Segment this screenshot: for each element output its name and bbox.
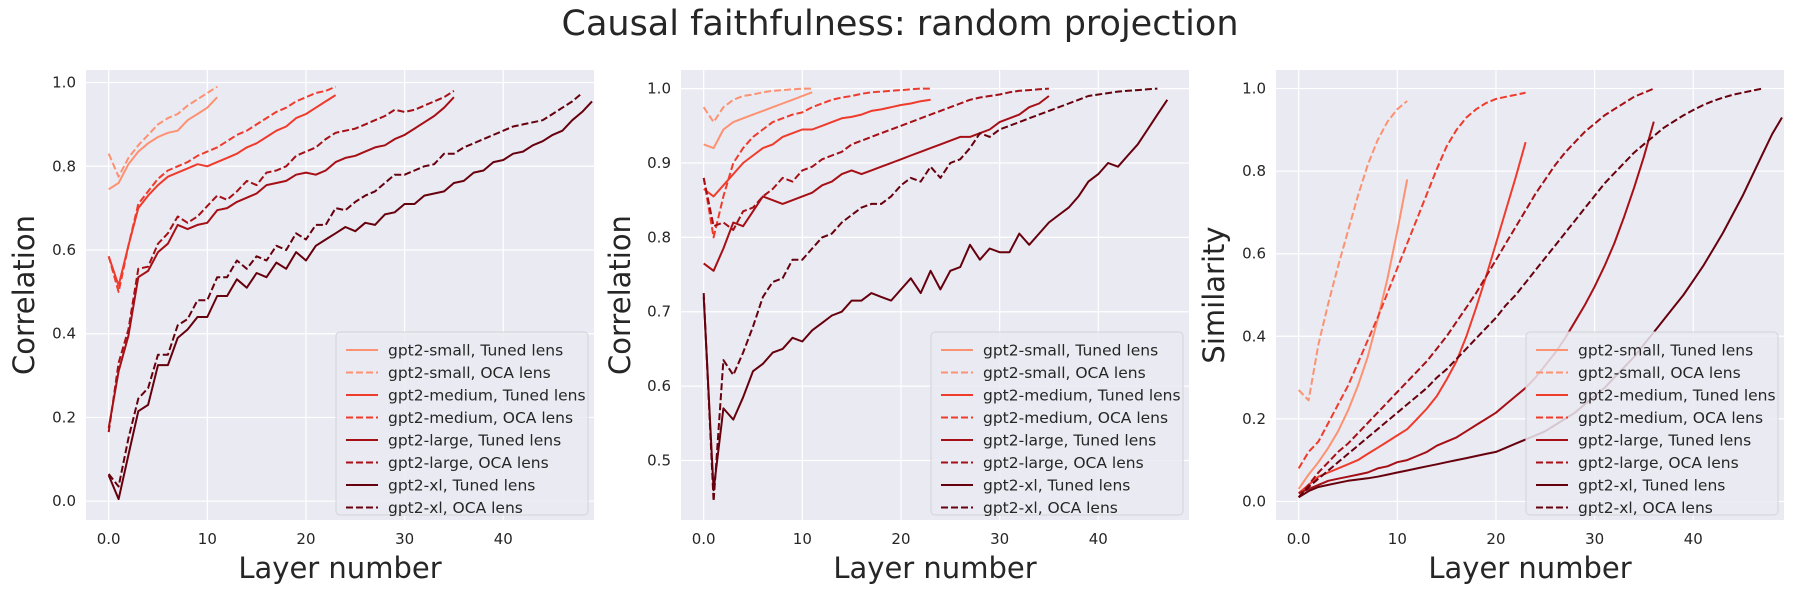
y-axis-label: Correlation [7,215,41,375]
chart-panel-2: 0.0 10 20 30 40 0.5 0.6 0.7 0.8 0.9 1.0 Layer numbe… [603,70,1189,585]
series-line-gpt2-large-tuned [107,96,455,429]
x-tick-label: 20 [296,530,315,548]
legend-label: gpt2-medium, Tuned lens [983,387,1181,405]
y-tick-label: 0.6 [647,377,671,395]
chart-panel-3: 0.0 10 20 30 40 0.0 0.2 0.4 0.6 0.8 1.0 Layer numbe… [1197,70,1784,585]
legend-label: gpt2-large, OCA lens [983,454,1144,472]
y-tick-label: 0.8 [52,157,76,175]
series-line-gpt2-xl-tuned [702,99,1169,492]
legend-label: gpt2-medium, Tuned lens [1578,387,1776,405]
legend-label: gpt2-medium, OCA lens [983,409,1168,427]
series-line-gpt2-medium-tuned [107,94,337,287]
chart-panel-1: 0.0 10 20 30 40 0.0 0.2 0.4 0.6 0.8 1.0 Layer numbe… [7,70,594,585]
x-tick-label: 40 [494,530,513,548]
series-line-gpt2-small-tuned [703,91,813,150]
legend-box [930,331,1184,516]
legend-label: gpt2-small, Tuned lens [1578,342,1753,360]
y-tick-label: 0.9 [647,154,671,172]
series-line-gpt2-large-oca [107,90,455,433]
x-tick-label: 30 [990,530,1009,548]
y-tick-label: 0.0 [1242,492,1266,510]
y-tick-label: 0.5 [647,451,671,469]
x-axis-label: Layer number [833,551,1036,585]
legend-label: gpt2-large, Tuned lens [1578,432,1751,450]
legend-label: gpt2-large, OCA lens [388,454,549,472]
legend-label: gpt2-xl, OCA lens [983,499,1118,517]
series-line-gpt2-small-tuned [1297,179,1409,490]
legend: gpt2-small, Tuned lens gpt2-small, OCA le… [1525,331,1779,517]
y-tick-label: 0.8 [647,228,671,246]
y-tick-label: 0.2 [52,408,76,426]
legend-box [1525,331,1779,516]
x-tick-label: 0.0 [97,530,121,548]
x-tick-label: 0.0 [692,530,716,548]
series-line-gpt2-xl-oca [107,92,583,488]
series-line-gpt2-large-oca [1297,87,1655,498]
y-tick-label: 0.8 [1242,162,1266,180]
x-tick-label: 10 [1388,530,1407,548]
y-tick-label: 1.0 [1242,80,1266,98]
legend-label: gpt2-small, OCA lens [983,364,1146,382]
y-tick-label: 0.4 [1242,327,1266,345]
y-tick-label: 0.6 [1242,245,1266,263]
legend-label: gpt2-medium, OCA lens [388,409,573,427]
legend-label: gpt2-small, OCA lens [1578,364,1741,382]
legend-label: gpt2-large, Tuned lens [388,432,561,450]
y-tick-label: 0.0 [52,492,76,510]
legend-label: gpt2-xl, OCA lens [388,499,523,517]
y-axis-label: Correlation [603,215,637,375]
x-tick-label: 30 [395,530,414,548]
x-axis-label: Layer number [1428,551,1631,585]
series-line-gpt2-medium-oca [1297,91,1526,469]
figure-title: Causal faithfulness: random projection [561,4,1239,44]
x-tick-label: 10 [198,530,217,548]
x-axis-label: Layer number [238,551,441,585]
series-line-gpt2-medium-oca [702,87,931,239]
x-tick-label: 20 [891,530,910,548]
series-line-gpt2-medium-tuned [1298,141,1527,494]
y-tick-label: 0.4 [52,325,76,343]
legend-label: gpt2-xl, OCA lens [1578,499,1713,517]
legend-label: gpt2-xl, Tuned lens [983,477,1130,495]
y-tick-label: 1.0 [647,80,671,98]
x-tick-label: 30 [1585,530,1604,548]
series-line-gpt2-small-tuned [108,96,218,191]
series-line-gpt2-large-tuned [1298,121,1655,495]
legend-box [335,331,589,516]
x-tick-label: 40 [1089,530,1108,548]
y-axis-label: Similarity [1197,226,1231,363]
legend-label: gpt2-small, Tuned lens [983,342,1158,360]
legend-label: gpt2-large, Tuned lens [983,432,1156,450]
series-line-gpt2-xl-oca [1297,87,1763,498]
y-tick-label: 0.7 [647,303,671,321]
legend-label: gpt2-medium, Tuned lens [388,387,586,405]
x-tick-label: 20 [1486,530,1505,548]
series-line-gpt2-xl-oca [702,87,1158,503]
legend: gpt2-small, Tuned lens gpt2-small, OCA le… [930,331,1184,517]
series-line-gpt2-small-oca [1297,100,1408,402]
series-line-gpt2-medium-tuned [703,98,931,198]
legend-label: gpt2-large, OCA lens [1578,454,1739,472]
legend-label: gpt2-small, OCA lens [388,364,551,382]
legend-label: gpt2-xl, Tuned lens [1578,477,1725,495]
y-tick-label: 0.6 [52,241,76,259]
series-line-gpt2-medium-oca [107,85,336,293]
x-tick-label: 10 [793,530,812,548]
x-tick-label: 0.0 [1287,530,1311,548]
series-line-gpt2-large-oca [702,87,1049,231]
series-line-gpt2-small-oca [107,85,218,178]
y-tick-label: 0.2 [1242,410,1266,428]
legend-label: gpt2-small, Tuned lens [388,342,563,360]
x-tick-label: 40 [1684,530,1703,548]
legend: gpt2-small, Tuned lens gpt2-small, OCA le… [335,331,589,517]
legend-label: gpt2-medium, OCA lens [1578,409,1763,427]
y-tick-label: 1.0 [52,74,76,92]
legend-label: gpt2-xl, Tuned lens [388,477,535,495]
series-line-gpt2-small-oca [702,87,813,124]
series-line-gpt2-xl-tuned [107,100,593,501]
